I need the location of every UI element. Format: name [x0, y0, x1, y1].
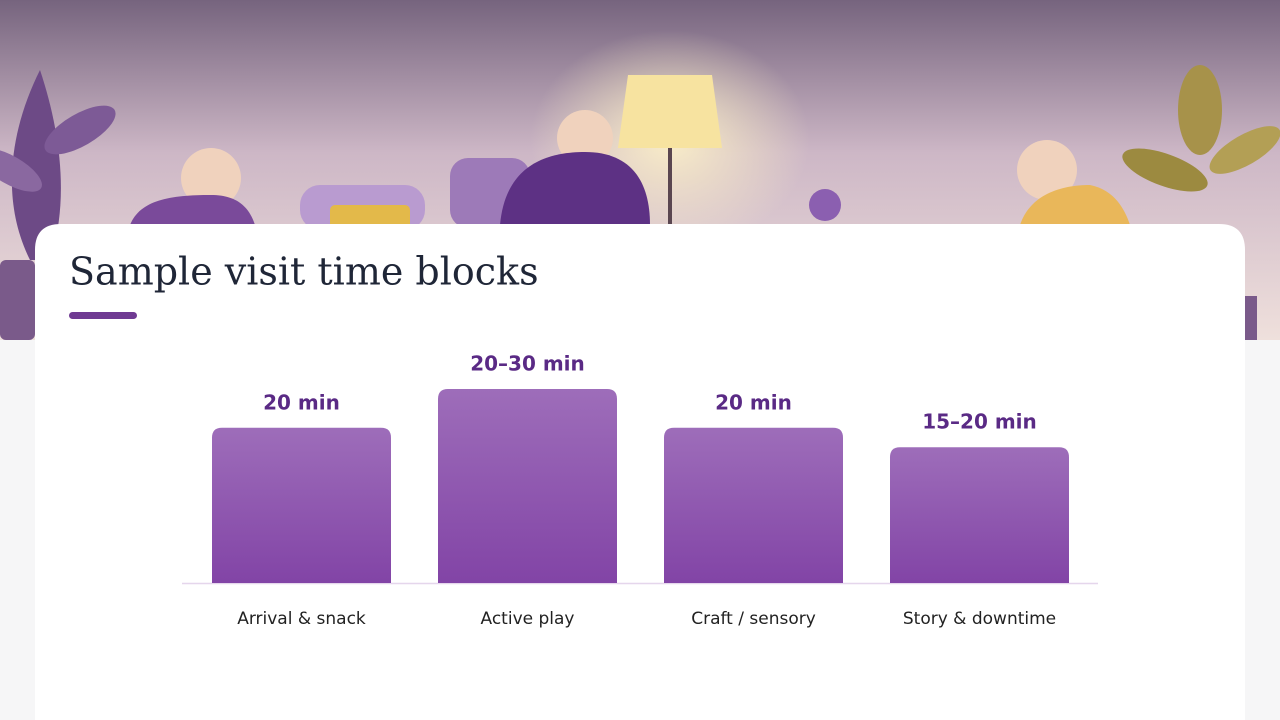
category-label: Story & downtime [903, 609, 1056, 629]
value-label: 20 min [263, 390, 340, 414]
category-label: Craft / sensory [691, 609, 816, 629]
bar [890, 447, 1069, 583]
bar [212, 427, 391, 583]
bar [438, 389, 617, 583]
value-label: 15–20 min [922, 410, 1037, 434]
title-underline [69, 312, 137, 319]
value-label: 20 min [715, 390, 792, 414]
content-card [35, 224, 1245, 720]
category-label: Active play [481, 609, 575, 629]
chart-title: Sample visit time blocks [69, 250, 539, 294]
category-label: Arrival & snack [237, 609, 366, 629]
value-label: 20–30 min [470, 352, 585, 376]
bar [664, 427, 843, 583]
